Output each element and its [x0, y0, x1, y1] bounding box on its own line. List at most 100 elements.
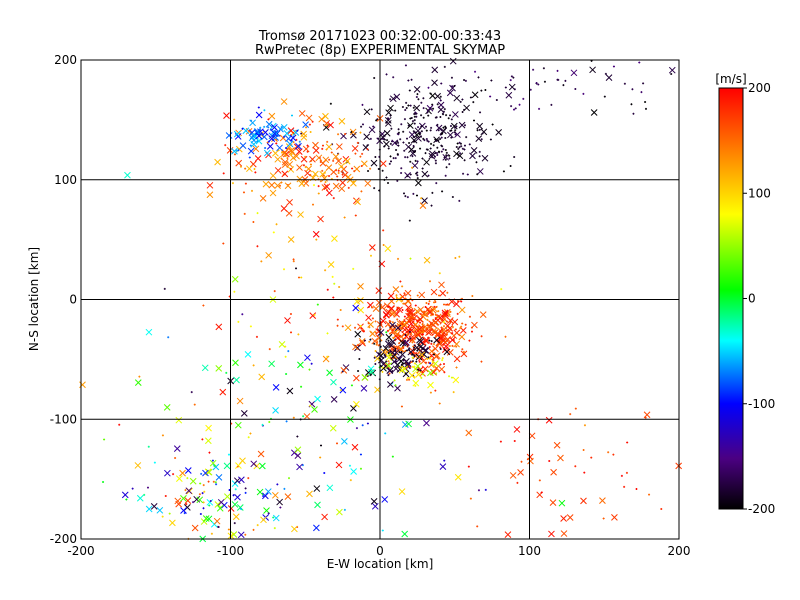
data-point-796 — [402, 130, 405, 133]
data-point-1124 — [269, 172, 277, 180]
data-point-1151 — [327, 121, 334, 129]
data-point-1593 — [324, 269, 327, 272]
data-point-1177 — [223, 112, 230, 119]
data-point-544 — [429, 356, 432, 359]
data-point-812 — [481, 132, 484, 135]
data-point-732 — [449, 114, 452, 117]
data-point-633 — [415, 172, 418, 175]
data-point-1388 — [294, 452, 302, 459]
data-point-705 — [405, 107, 408, 110]
data-point-233 — [418, 332, 421, 335]
data-point-630 — [469, 152, 476, 160]
data-point-626 — [389, 142, 392, 145]
data-point-71 — [376, 340, 379, 343]
data-point-160 — [377, 344, 380, 347]
data-point-958 — [407, 79, 410, 82]
data-point-1550 — [660, 507, 663, 510]
data-point-932 — [518, 103, 521, 106]
data-point-984 — [302, 145, 310, 153]
data-point-1486 — [145, 328, 153, 336]
data-point-416 — [422, 330, 425, 333]
data-point-1173 — [281, 170, 289, 178]
data-point-1465 — [211, 459, 214, 462]
data-point-1634 — [313, 313, 316, 316]
data-point-971 — [638, 61, 641, 64]
data-point-622 — [363, 133, 371, 141]
data-point-378 — [434, 317, 437, 320]
data-point-1308 — [279, 506, 282, 509]
data-point-601 — [458, 141, 461, 144]
data-point-298 — [423, 337, 431, 344]
data-point-772 — [445, 127, 448, 130]
data-point-1633 — [256, 245, 259, 248]
chart-title: Tromsø 20171023 00:32:00-00:33:43 — [258, 29, 501, 44]
data-point-907 — [440, 82, 443, 85]
data-point-1127 — [292, 141, 295, 144]
data-point-375 — [416, 325, 424, 333]
data-point-1075 — [298, 110, 306, 117]
data-point-594 — [455, 125, 458, 128]
data-point-1122 — [309, 155, 316, 163]
data-point-1368 — [454, 473, 462, 481]
data-point-668 — [408, 219, 411, 222]
data-point-941 — [413, 86, 421, 93]
data-point-1357 — [244, 487, 247, 490]
data-point-881 — [408, 146, 415, 154]
data-point-1048 — [360, 190, 363, 193]
data-point-847 — [384, 120, 392, 127]
data-point-1217 — [290, 114, 293, 117]
data-point-1624 — [395, 330, 398, 333]
data-point-1084 — [338, 117, 346, 125]
data-point-863 — [383, 138, 386, 141]
data-point-1407 — [153, 461, 156, 464]
data-point-348 — [400, 405, 403, 408]
data-point-716 — [394, 109, 397, 112]
data-point-1493 — [233, 376, 240, 384]
data-point-1471 — [193, 403, 196, 406]
data-point-712 — [375, 119, 378, 122]
data-point-1230 — [239, 142, 247, 149]
data-point-1163 — [206, 181, 214, 189]
data-point-658 — [442, 110, 445, 113]
data-point-1403 — [477, 489, 480, 492]
data-point-1631 — [327, 261, 335, 268]
data-point-1518 — [412, 339, 415, 342]
data-point-964 — [640, 91, 643, 94]
data-point-238 — [361, 329, 364, 332]
data-point-648 — [442, 148, 445, 151]
data-point-1016 — [308, 123, 311, 126]
data-point-1581 — [527, 457, 534, 465]
data-point-1454 — [313, 524, 320, 532]
data-point-1155 — [274, 182, 281, 189]
data-point-1170 — [254, 155, 262, 162]
data-point-1174 — [344, 133, 347, 136]
data-point-1660 — [357, 306, 365, 314]
data-point-1344 — [174, 497, 182, 505]
data-point-930 — [574, 87, 577, 90]
data-point-1370 — [296, 435, 299, 438]
data-point-1197 — [234, 133, 242, 140]
data-point-321 — [443, 371, 446, 374]
data-point-312 — [446, 291, 449, 294]
data-point-1298 — [217, 526, 220, 529]
data-point-1245 — [271, 130, 279, 137]
x-tick-label-1: -100 — [217, 544, 244, 558]
data-point-1354 — [184, 497, 192, 504]
data-point-229 — [404, 337, 407, 340]
data-point-1546 — [648, 493, 651, 496]
data-point-793 — [453, 94, 461, 102]
data-point-957 — [529, 88, 532, 91]
data-point-1582 — [513, 439, 516, 442]
data-point-1473 — [310, 362, 313, 365]
data-point-311 — [376, 328, 379, 331]
data-point-1336 — [196, 496, 204, 504]
data-point-1605 — [215, 323, 223, 331]
data-point-873 — [412, 135, 415, 138]
data-point-1564 — [560, 530, 568, 537]
data-point-1559 — [528, 432, 536, 440]
data-point-1223 — [271, 124, 278, 131]
data-point-608 — [466, 173, 469, 176]
data-point-541 — [418, 351, 426, 359]
data-point-1317 — [199, 482, 202, 485]
data-point-1517 — [405, 420, 412, 428]
